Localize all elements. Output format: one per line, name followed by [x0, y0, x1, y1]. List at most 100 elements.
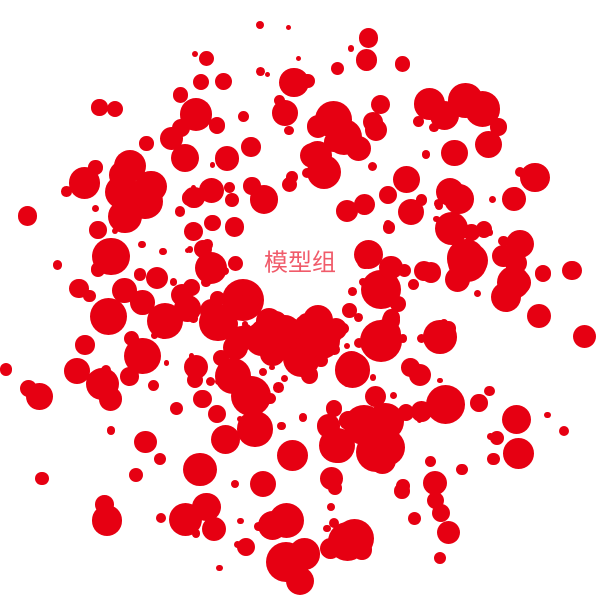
- cluster-dot: [336, 200, 358, 222]
- cluster-dot: [172, 119, 190, 137]
- cluster-dot: [107, 426, 115, 434]
- cluster-dot: [456, 464, 468, 476]
- cluster-dot: [184, 222, 203, 241]
- cluster-dot: [527, 304, 551, 328]
- cluster-dot: [502, 405, 531, 434]
- cluster-dot: [375, 393, 383, 401]
- cluster-dot: [344, 343, 350, 349]
- cluster-dot: [69, 279, 89, 299]
- cluster-dot: [171, 144, 199, 172]
- cluster-dot: [170, 402, 183, 415]
- cluster-label: 模型组: [264, 243, 336, 278]
- cluster-dot: [53, 260, 62, 269]
- cluster-dot: [359, 28, 378, 47]
- cluster-dot: [398, 404, 415, 421]
- cluster-dot: [307, 115, 330, 138]
- cluster-dot: [286, 25, 291, 30]
- cluster-dot: [159, 248, 167, 256]
- cluster-dot: [335, 352, 371, 388]
- cluster-dot: [193, 390, 211, 408]
- cluster-dot: [348, 45, 355, 52]
- cluster-dot: [202, 517, 226, 541]
- cluster-dot: [129, 468, 143, 482]
- cluster-dot: [183, 453, 217, 487]
- cluster-dot: [301, 366, 318, 383]
- cluster-dot: [296, 56, 301, 61]
- cluster-dot: [474, 290, 481, 297]
- cluster-dot: [206, 377, 215, 386]
- cluster-dot: [299, 413, 308, 422]
- cluster-dot: [379, 186, 397, 204]
- cluster-dot: [273, 382, 284, 393]
- cluster-dot: [409, 364, 431, 386]
- cluster-dot: [242, 289, 251, 298]
- cluster-dot: [437, 378, 442, 383]
- cluster-dot: [425, 456, 436, 467]
- cluster-dot: [277, 422, 286, 431]
- cluster-dot: [184, 355, 208, 379]
- cluster-dot: [383, 221, 396, 234]
- cluster-dot: [175, 206, 186, 217]
- cluster-dot: [256, 67, 265, 76]
- cluster-dot: [238, 111, 249, 122]
- cluster-dot: [484, 386, 494, 396]
- cluster-dot: [61, 186, 72, 197]
- cluster-dot: [228, 256, 243, 271]
- cluster-dot: [259, 368, 267, 376]
- cluster-dot: [396, 479, 409, 492]
- cluster-dot: [92, 205, 99, 212]
- cluster-dot: [277, 440, 308, 471]
- cluster-dot: [221, 267, 230, 276]
- cluster-dot: [520, 163, 549, 192]
- cluster-dot: [279, 68, 308, 97]
- cluster-dot: [193, 74, 209, 90]
- cluster-dot: [426, 385, 465, 424]
- cluster-dot: [269, 503, 304, 538]
- cluster-dot: [180, 287, 188, 295]
- cluster-dot: [408, 512, 421, 525]
- cluster-dot: [202, 474, 208, 480]
- cluster-dot: [35, 472, 49, 486]
- cluster-dot: [134, 431, 156, 453]
- cluster-dot: [371, 95, 390, 114]
- cluster-dot: [327, 503, 335, 511]
- cluster-dot: [286, 567, 314, 595]
- cluster-dot: [160, 332, 167, 339]
- cluster-dot: [370, 374, 376, 380]
- cluster-dot: [487, 453, 500, 466]
- cluster-dot: [216, 565, 222, 571]
- cluster-dot: [18, 206, 38, 226]
- cluster-dot: [342, 303, 357, 318]
- cluster-dot: [491, 282, 521, 312]
- cluster-dot: [192, 51, 198, 57]
- cluster-dot: [215, 73, 232, 90]
- cluster-dot: [437, 521, 460, 544]
- cluster-dot: [323, 525, 330, 532]
- cluster-dot: [92, 505, 123, 536]
- cluster-dot: [164, 360, 169, 365]
- cluster-dot: [167, 320, 175, 328]
- cluster-dot: [264, 393, 275, 404]
- cluster-dot: [573, 325, 596, 348]
- cluster-dot: [490, 431, 504, 445]
- cluster-dot: [328, 481, 342, 495]
- cluster-dot: [115, 314, 126, 325]
- cluster-dot: [398, 199, 424, 225]
- cluster-dot: [447, 239, 485, 277]
- cluster-dot: [390, 392, 397, 399]
- cluster-dot: [237, 518, 243, 524]
- cluster-dot: [348, 287, 357, 296]
- cluster-dot: [408, 279, 419, 290]
- cluster-dot: [369, 446, 396, 473]
- cluster-dot: [229, 326, 255, 352]
- cluster-dot: [254, 522, 263, 531]
- cluster-dot: [225, 193, 239, 207]
- cluster-dot: [124, 338, 160, 374]
- cluster-dot: [231, 480, 239, 488]
- cluster-dot: [256, 21, 264, 29]
- cluster-dot: [503, 438, 534, 469]
- cluster-dot: [148, 380, 159, 391]
- cluster-dot: [314, 354, 328, 368]
- cluster-dot: [390, 296, 406, 312]
- cluster-dot: [189, 314, 197, 322]
